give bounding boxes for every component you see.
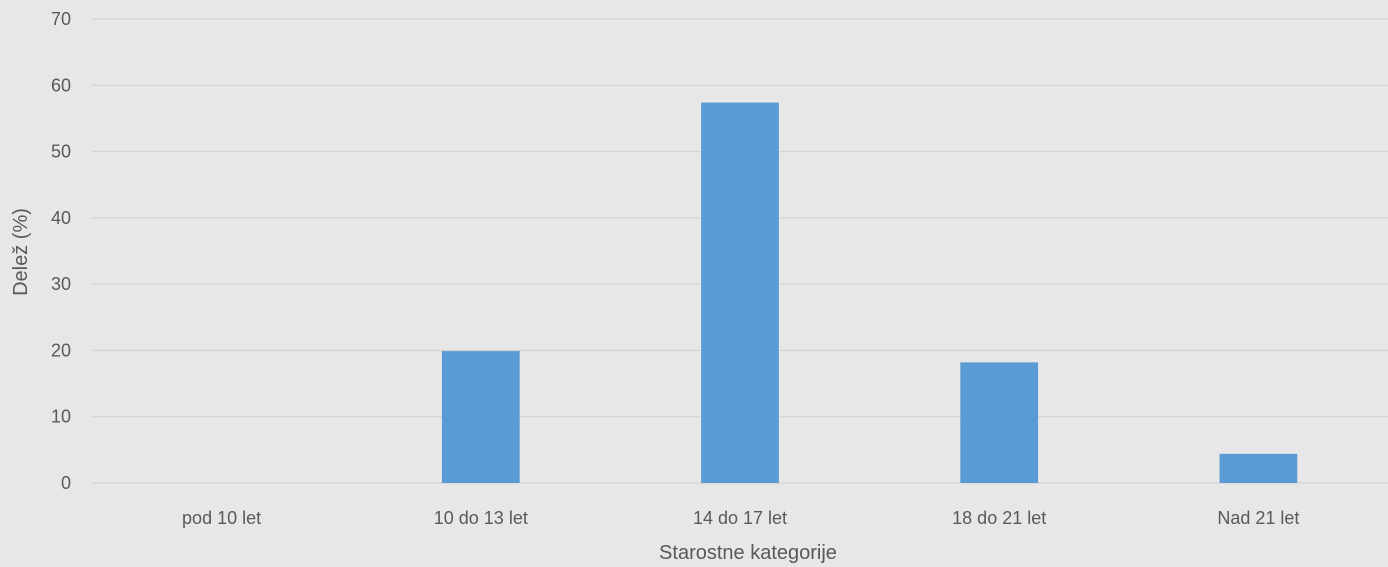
y-axis-title: Delež (%) (10, 208, 32, 296)
y-tick-label: 0 (61, 473, 71, 493)
bars (441, 102, 1298, 484)
bar-3 (701, 102, 779, 484)
bar-2 (441, 351, 520, 483)
x-tick-label: 10 do 13 let (434, 508, 528, 528)
x-tick-label: 18 do 21 let (952, 508, 1046, 528)
x-tick-label: 14 do 17 let (693, 508, 787, 528)
y-tick-label: 20 (51, 340, 71, 360)
y-tick-labels: 0 10 20 30 40 50 60 70 (51, 9, 71, 493)
y-tick-label: 50 (51, 142, 71, 162)
x-tick-label: pod 10 let (182, 508, 261, 528)
x-tick-label: Nad 21 let (1217, 508, 1299, 528)
y-tick-label: 10 (51, 407, 71, 427)
x-axis-title: Starostne kategorije (659, 542, 837, 564)
bar-5 (1219, 453, 1298, 483)
y-tick-label: 30 (51, 274, 71, 294)
y-tick-label: 70 (51, 9, 71, 29)
y-tick-label: 40 (51, 208, 71, 228)
y-tick-label: 60 (51, 75, 71, 95)
bar-4 (960, 362, 1039, 483)
x-tick-labels: pod 10 let 10 do 13 let 14 do 17 let 18 do … (182, 508, 1299, 528)
